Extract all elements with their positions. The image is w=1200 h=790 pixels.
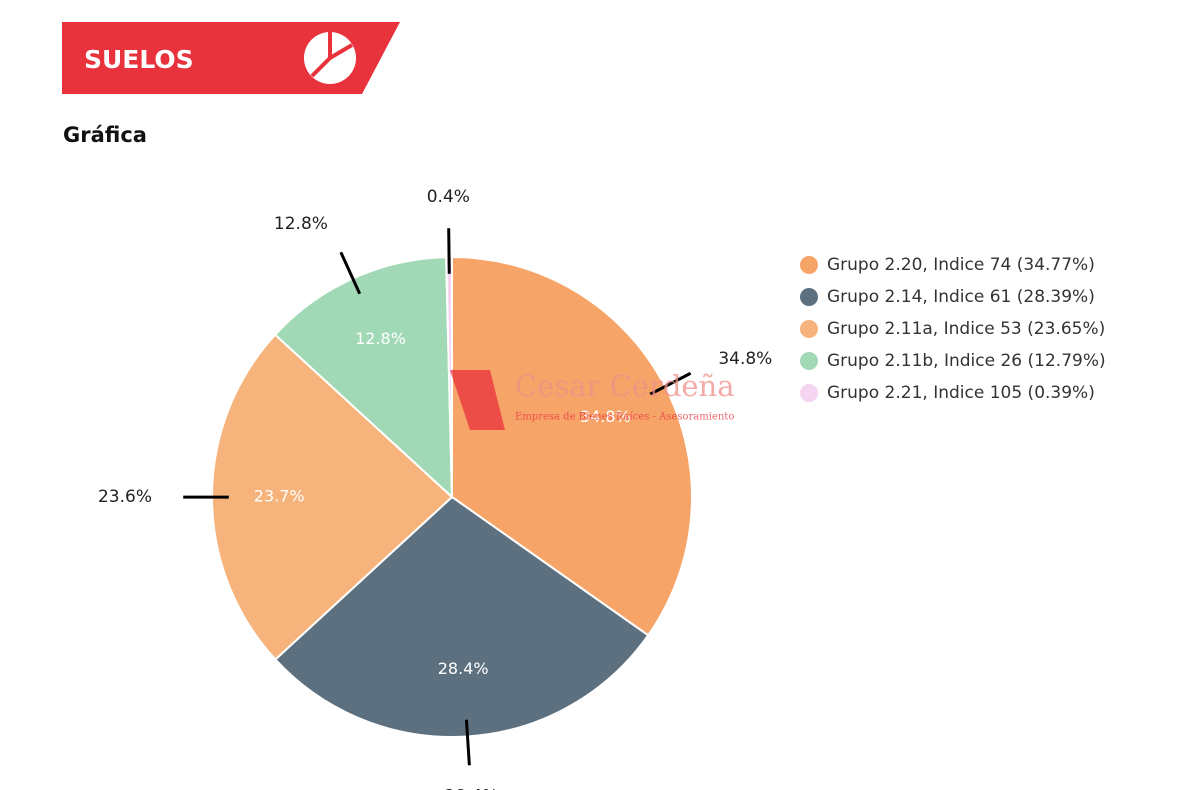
data-label: 0.4% <box>427 187 470 207</box>
legend-label: Grupo 2.21, Indice 105 (0.39%) <box>827 383 1095 403</box>
inner-label: 12.8% <box>355 329 406 348</box>
inner-label: 23.7% <box>254 487 305 506</box>
legend-swatch <box>800 320 818 338</box>
pie-icon <box>304 32 356 84</box>
section-heading: Gráfica <box>63 123 147 147</box>
pie: 34.8% 34.8% 28.4% 28.4% 23.6% 23.7% 12.8% 12.8%… <box>98 187 772 790</box>
legend-swatch <box>800 256 818 274</box>
data-label: 34.8% <box>718 349 772 369</box>
legend-label: Grupo 2.11a, Indice 53 (23.65%) <box>827 319 1105 339</box>
legend-label: Grupo 2.11b, Indice 26 (12.79%) <box>827 351 1106 371</box>
inner-label: 28.4% <box>438 659 489 678</box>
leader-line <box>339 251 362 295</box>
watermark-name: Cesar Cerdeña <box>515 369 735 403</box>
legend-swatch <box>800 288 818 306</box>
leader-line <box>447 228 451 274</box>
data-label: 12.8% <box>274 214 328 234</box>
legend-swatch <box>800 352 818 370</box>
leader-line <box>649 371 692 396</box>
legend-label: Grupo 2.20, Indice 74 (34.77%) <box>827 255 1095 275</box>
legend-label: Grupo 2.14, Indice 61 (28.39%) <box>827 287 1095 307</box>
legend-swatch <box>800 384 818 402</box>
leader-line <box>464 719 471 766</box>
banner-title: SUELOS <box>84 45 194 74</box>
data-label: 28.4% <box>444 786 498 790</box>
data-label: 23.6% <box>98 487 152 507</box>
inner-label: 34.8% <box>580 407 631 426</box>
watermark-tagline: Empresa de Bienes Raíces - Asesoramiento <box>515 412 734 423</box>
watermark: Cesar Cerdeña Empresa de Bienes Raíces -… <box>450 369 735 430</box>
